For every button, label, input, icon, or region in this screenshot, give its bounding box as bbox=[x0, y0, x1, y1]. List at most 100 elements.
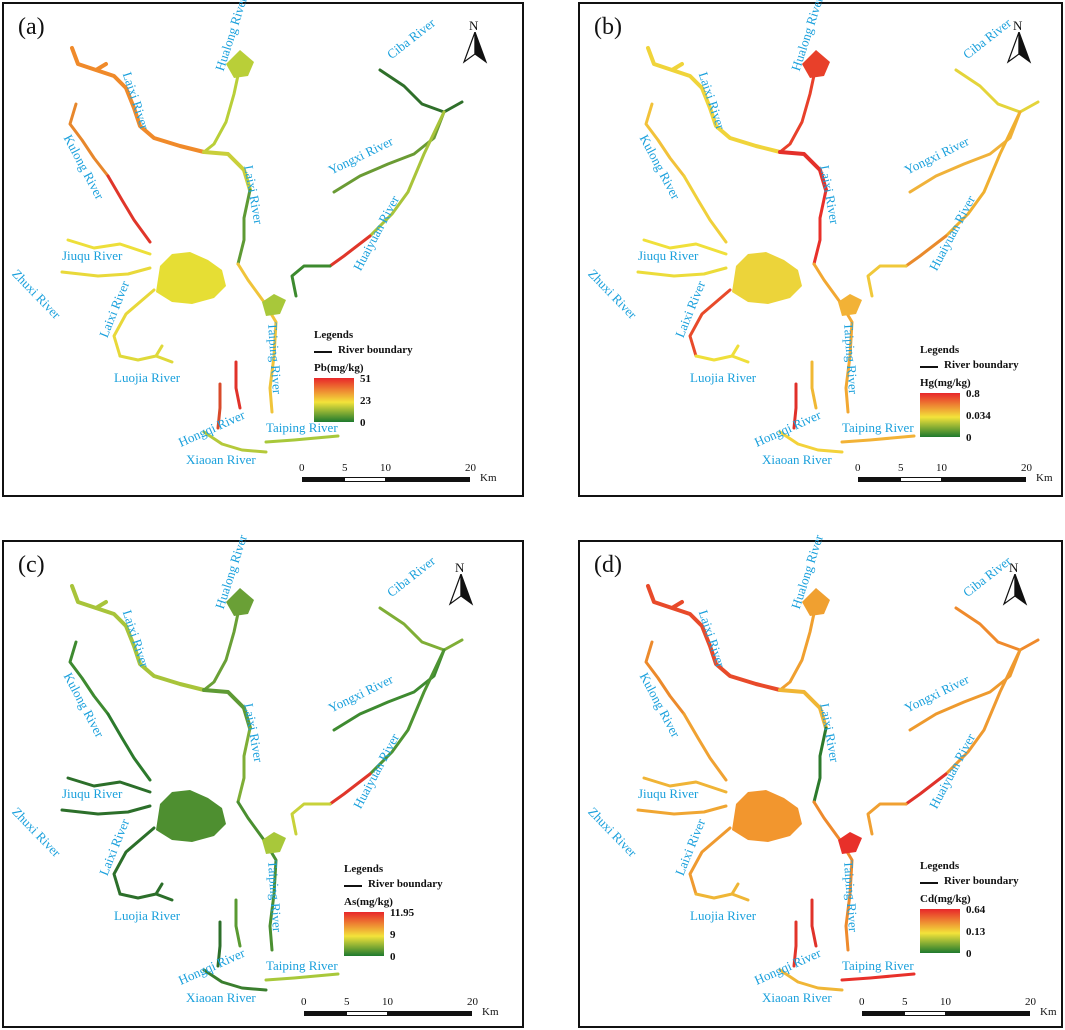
river-label-taiping-2: Taiping River bbox=[266, 420, 338, 435]
river-segment-laixi-upper bbox=[646, 46, 782, 154]
north-arrow-icon bbox=[1002, 574, 1028, 606]
head-lake-1 bbox=[262, 294, 286, 316]
legend-min-value: 0 bbox=[966, 948, 972, 960]
map-panel-hg: (b) N Legends River boundary Hg(mg/kg) 0… bbox=[578, 0, 1063, 497]
legend-min-value: 0 bbox=[360, 417, 366, 429]
legend: Legends River boundary Cd(mg/kg) 0.64 0.… bbox=[920, 860, 1065, 980]
river-segment-laixi-lower bbox=[236, 726, 252, 804]
scale-segment-3 bbox=[942, 477, 1026, 482]
river-segment-ciba bbox=[378, 68, 464, 114]
legend-color-ramp bbox=[344, 912, 384, 956]
scale-segment-2 bbox=[346, 1011, 388, 1016]
river-segment-laixi-lower bbox=[812, 188, 828, 266]
river-segment-hongqi bbox=[792, 920, 798, 968]
river-label-luojia: Luojia River bbox=[690, 908, 757, 923]
north-label: N bbox=[1009, 560, 1019, 575]
river-boundary-label: River boundary bbox=[944, 359, 1019, 371]
river-segment-zhuxi bbox=[636, 266, 728, 278]
scale-tick-5: 5 bbox=[344, 996, 350, 1008]
legend-color-ramp bbox=[920, 909, 960, 953]
head-lake-1 bbox=[838, 294, 862, 316]
scale-tick-10: 10 bbox=[936, 462, 947, 474]
scale-tick-20: 20 bbox=[465, 462, 476, 474]
river-segment-luojia bbox=[694, 344, 750, 364]
river-segment-kulong-low bbox=[106, 174, 152, 244]
river-segment-huaiyuan bbox=[368, 648, 446, 776]
river-segment-hongqi bbox=[216, 382, 222, 430]
river-segment-east-west bbox=[290, 264, 332, 298]
river-boundary-label: River boundary bbox=[368, 878, 443, 890]
river-segment-kulong-low bbox=[682, 174, 728, 244]
legend-title: Legends bbox=[344, 863, 384, 875]
map-panel-as: (c) N Legends River boundary As(mg/kg) 1… bbox=[2, 533, 524, 1028]
river-segment-hongqi bbox=[792, 382, 798, 430]
river-segment-laixi-mid bbox=[202, 150, 252, 192]
river-segment-laixi-mid bbox=[778, 688, 828, 730]
scale-bar: 0 5 10 20 Km bbox=[859, 996, 1062, 1026]
scale-segment-1 bbox=[302, 477, 344, 482]
river-segment-hualong bbox=[202, 602, 242, 692]
legend-title: Legends bbox=[314, 329, 354, 341]
scale-segment-3 bbox=[388, 1011, 472, 1016]
north-arrow: N bbox=[460, 18, 490, 64]
river-network-map bbox=[60, 46, 464, 454]
river-network-map bbox=[636, 584, 1040, 992]
river-segment-yongxi bbox=[908, 110, 1022, 194]
river-segment-hualong bbox=[778, 64, 818, 154]
legend: Legends River boundary Pb(mg/kg) 51 23 0 bbox=[314, 329, 474, 449]
river-boundary-label: River boundary bbox=[338, 344, 413, 356]
river-segment-laixi-upper bbox=[70, 584, 206, 692]
river-label-taiping-2: Taiping River bbox=[842, 958, 914, 973]
scale-segment-2 bbox=[344, 477, 386, 482]
scale-unit: Km bbox=[482, 1006, 499, 1018]
north-label: N bbox=[455, 560, 465, 575]
river-segment-kulong-low bbox=[682, 712, 728, 782]
river-segment-xiaoan bbox=[202, 968, 268, 992]
river-segment-zhuxi bbox=[60, 266, 152, 278]
river-segment-laixi-south bbox=[688, 826, 732, 896]
scale-bar: 0 5 10 20 Km bbox=[299, 462, 502, 492]
north-arrow: N bbox=[1004, 18, 1034, 64]
river-segment-huaiyuan-red bbox=[904, 234, 948, 268]
scale-tick-20: 20 bbox=[1025, 996, 1036, 1008]
scale-segment-1 bbox=[304, 1011, 346, 1016]
scale-unit: Km bbox=[480, 472, 497, 484]
river-segment-huaiyuan bbox=[944, 648, 1022, 776]
river-label-jiuqu: Jiuqu River bbox=[62, 248, 123, 263]
river-segment-zhuxi bbox=[636, 804, 728, 816]
legend-mid-value: 0.034 bbox=[966, 410, 991, 422]
river-segment-ciba bbox=[954, 606, 1040, 652]
head-lake-0 bbox=[802, 588, 830, 616]
river-label-xiaoan: Xiaoan River bbox=[762, 990, 832, 1005]
legend-max-value: 0.8 bbox=[966, 388, 980, 400]
legend-color-ramp bbox=[314, 378, 354, 422]
scale-tick-5: 5 bbox=[342, 462, 348, 474]
river-segment-luojia bbox=[118, 882, 174, 902]
scale-tick-5: 5 bbox=[898, 462, 904, 474]
river-label-luojia: Luojia River bbox=[114, 908, 181, 923]
scale-segment-2 bbox=[904, 1011, 946, 1016]
legend-min-value: 0 bbox=[966, 432, 972, 444]
river-segment-ciba bbox=[378, 606, 464, 652]
river-segment-outlet bbox=[264, 972, 340, 982]
river-segment-huaiyuan-red bbox=[328, 772, 372, 806]
map-panel-cd: (d) N Legends River boundary Cd(mg/kg) 0… bbox=[578, 533, 1065, 1028]
north-arrow: N bbox=[1000, 560, 1030, 606]
river-segment-kulong bbox=[68, 640, 110, 716]
scale-unit: Km bbox=[1036, 472, 1053, 484]
river-segment-outlet bbox=[840, 434, 916, 444]
river-segment-hualong bbox=[778, 602, 818, 692]
legend-mid-value: 0.13 bbox=[966, 926, 986, 938]
river-segment-ciba bbox=[954, 68, 1040, 114]
scale-tick-0: 0 bbox=[855, 462, 861, 474]
river-segment-xiaoan bbox=[778, 430, 844, 454]
river-boundary-line-sample bbox=[920, 366, 938, 368]
river-segment-laixi-mid bbox=[778, 150, 828, 192]
river-segment-jiuqu bbox=[642, 776, 728, 794]
river-label-luojia: Luojia River bbox=[114, 370, 181, 385]
legend-title: Legends bbox=[920, 860, 960, 872]
legend-title: Legends bbox=[920, 344, 960, 356]
scale-tick-0: 0 bbox=[859, 996, 865, 1008]
river-label-jiuqu: Jiuqu River bbox=[638, 786, 699, 801]
river-segment-hualong bbox=[202, 64, 242, 154]
